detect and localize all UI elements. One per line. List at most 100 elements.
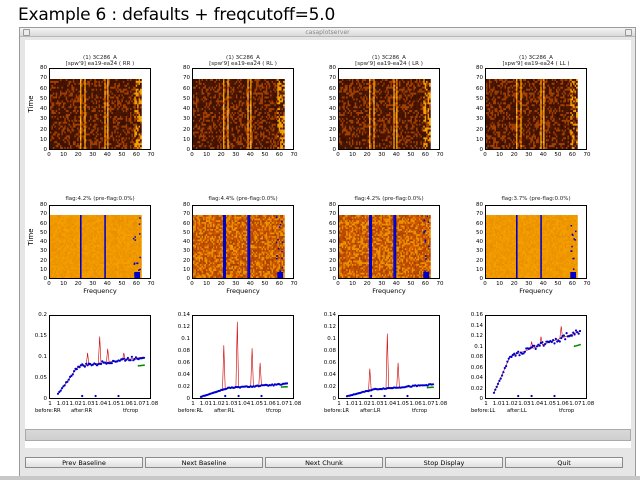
window-titlebar[interactable]: casaplotserver <box>20 28 635 37</box>
waterfall-image <box>50 206 150 278</box>
after-point <box>510 355 513 358</box>
waterfall-before-ytick: 10 <box>476 136 483 143</box>
after-point <box>513 352 516 355</box>
waterfall-after-ytick: 0 <box>332 276 337 282</box>
panel-title-baseline: [spw'9] ea19-ea24 ( RR ) <box>65 61 135 67</box>
waterfall-after-xtick: 40 <box>103 281 111 287</box>
spectrum-xtick: 1.03 <box>371 401 384 407</box>
panel-title-source: (1) 3C286_A <box>519 55 553 61</box>
after-point <box>550 340 553 344</box>
after-point <box>560 337 563 340</box>
waterfall-after-xtick: 30 <box>525 281 533 287</box>
waterfall-after-ytick: 70 <box>476 211 483 218</box>
spectrum-plot <box>199 321 289 398</box>
waterfall-after-xtick: 70 <box>583 281 591 287</box>
after-point <box>506 360 509 363</box>
waterfall-before-xtick: 60 <box>132 152 140 158</box>
spectrum-ytick: 0.1 <box>38 354 47 360</box>
waterfall-after-xtick: 50 <box>261 281 269 287</box>
waterfall-after-xtick: 10 <box>349 281 357 287</box>
spectrum-xtick: 1.01 <box>345 401 358 407</box>
waterfall-before-ytick: 40 <box>40 106 47 112</box>
waterfall-before-ytick: 60 <box>476 85 483 92</box>
prev-baseline-button[interactable]: Prev Baseline <box>25 457 143 468</box>
waterfall-after-xtick: 0 <box>336 281 340 287</box>
spectrum-xtick: 1.01 <box>199 401 212 407</box>
after-point <box>565 332 568 335</box>
spectrum-ytick: 0.12 <box>470 333 483 339</box>
waterfall-before-ytick: 30 <box>329 116 336 123</box>
waterfall-after-xtick: 30 <box>89 281 97 287</box>
window-menu-button[interactable] <box>23 29 30 36</box>
quit-button[interactable]: Quit <box>505 457 623 468</box>
waterfall-before-ytick: 40 <box>329 106 336 112</box>
spectrum-xtick: 1.04 <box>384 401 397 407</box>
after-point <box>78 366 81 369</box>
button-row: Prev Baseline Next Baseline Next Chunk S… <box>25 456 631 468</box>
waterfall-after-ytick: 20 <box>183 257 190 264</box>
spectrum-xtick: 1.05 <box>107 401 120 407</box>
waterfall-after-xtick: 20 <box>510 281 518 287</box>
spectrum-xtick: 1.08 <box>435 401 448 407</box>
waterfall-before-xtick: 40 <box>539 152 547 158</box>
waterfall-before-ytick: 80 <box>329 65 336 71</box>
legend-after: after:LR <box>360 408 381 414</box>
spectrum-xtick: 1.08 <box>146 401 159 407</box>
spectrum-xtick: 1.08 <box>582 401 595 407</box>
flag-percent-title: flag:4.2% (pre-flag:0.0%) <box>65 196 135 202</box>
stop-display-button[interactable]: Stop Display <box>385 457 503 468</box>
legend-before: before:RR <box>35 408 61 414</box>
window-close-button[interactable] <box>625 29 632 36</box>
next-chunk-button[interactable]: Next Chunk <box>265 457 383 468</box>
next-baseline-button[interactable]: Next Baseline <box>145 457 263 468</box>
waterfall-before-xtick: 10 <box>349 152 357 158</box>
after-point <box>101 360 104 363</box>
spectrum-xtick: 1.07 <box>276 401 289 407</box>
waterfall-before-xtick: 30 <box>378 152 386 158</box>
spectrum-xtick: 1.04 <box>238 401 251 407</box>
spectrum-plot <box>492 326 582 398</box>
spectrum-ytick: 0.15 <box>34 333 47 339</box>
waterfall-before-ytick: 20 <box>476 126 483 133</box>
waterfall-before <box>485 68 587 150</box>
waterfall-before-xtick: 20 <box>510 152 518 158</box>
waterfall-before-xtick: 60 <box>275 152 283 158</box>
waterfall-after-ytick: 0 <box>43 276 48 282</box>
waterfall-image <box>339 69 439 149</box>
waterfall-after-ytick: 50 <box>329 229 336 236</box>
legend-after: after:RL <box>214 408 235 414</box>
spectrum-xtick: 1.02 <box>505 401 518 407</box>
after-point <box>503 366 506 370</box>
flagged-channel <box>516 215 518 278</box>
waterfall-before-ytick: 70 <box>183 75 190 82</box>
spectrum-xtick: 1 <box>484 401 488 407</box>
waterfall-before-ytick: 30 <box>476 116 483 123</box>
panel-title-source: (1) 3C286_A <box>226 55 260 61</box>
after-point <box>494 388 497 391</box>
waterfall-before-ytick: 60 <box>40 85 47 92</box>
waterfall-before-ytick: 70 <box>329 75 336 82</box>
spectrum-ytick: 0.1 <box>327 336 336 342</box>
waterfall-after-ytick: 50 <box>183 229 190 236</box>
waterfall-after-xtick: 0 <box>483 281 487 287</box>
after-point <box>542 344 545 347</box>
waterfall-before-xtick: 40 <box>392 152 400 158</box>
waterfall-before <box>338 68 440 150</box>
waterfall-image <box>193 69 293 149</box>
after-point <box>534 347 537 350</box>
waterfall-before-xtick: 0 <box>336 152 340 158</box>
spectrum-ytick: 0.02 <box>177 384 190 390</box>
spectrum-ytick: 0.1 <box>474 343 483 350</box>
spectrum-xtick: 1.03 <box>82 401 95 407</box>
spectrum-xtick: 1.05 <box>250 401 263 407</box>
spectrum-ytick: 0.02 <box>323 384 336 390</box>
after-point <box>63 384 66 387</box>
spectrum-xtick: 1.03 <box>225 401 238 407</box>
window-title: casaplotserver <box>305 29 350 36</box>
after-point <box>533 344 536 347</box>
waterfall-before-ytick: 20 <box>40 126 47 133</box>
panel-title-baseline: [spw'9] ea19-ea24 ( RL ) <box>209 61 277 67</box>
after-point <box>552 339 555 342</box>
waterfall-after <box>192 205 294 279</box>
waterfall-after-ytick: 50 <box>476 229 483 236</box>
